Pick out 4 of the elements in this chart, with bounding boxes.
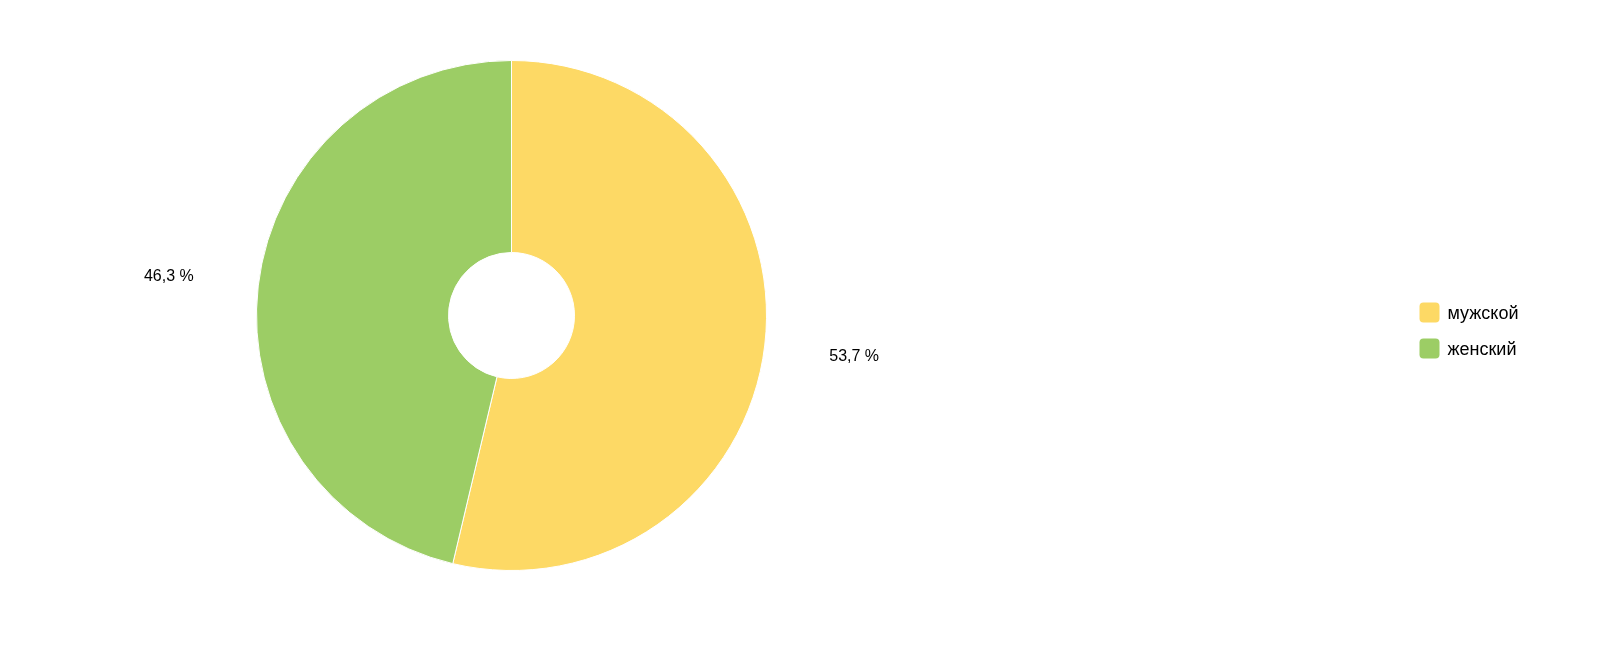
- legend-label: женский: [1447, 338, 1517, 359]
- data-label: 53,7 %: [829, 347, 880, 365]
- legend-label: мужской: [1447, 302, 1519, 323]
- data-label: 46,3 %: [143, 266, 194, 284]
